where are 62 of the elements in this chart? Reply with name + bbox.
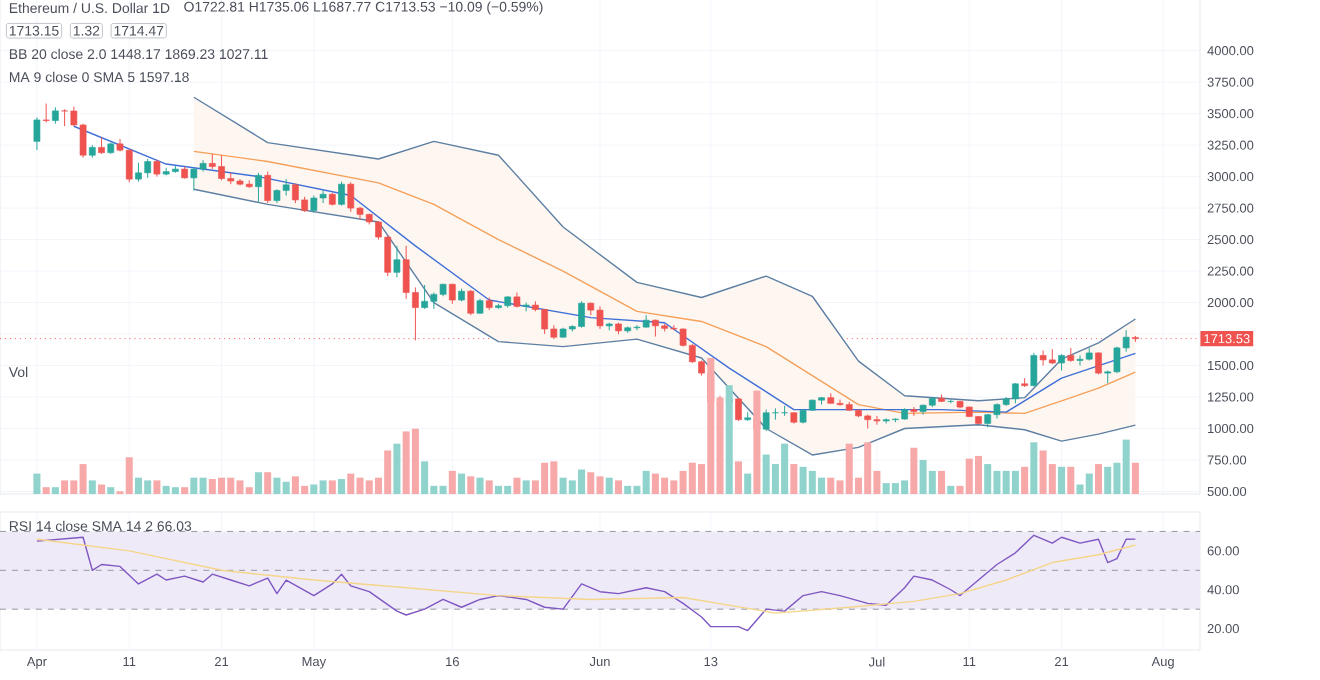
bar (974, 455, 982, 494)
candlestick (264, 171, 272, 204)
bar (753, 390, 761, 494)
candlestick (910, 406, 918, 417)
line-series (36, 534, 1137, 632)
candlestick (762, 409, 770, 432)
bar (513, 477, 521, 494)
bar (88, 480, 96, 494)
bar (181, 487, 189, 494)
bar (947, 485, 955, 494)
candlestick (467, 289, 475, 316)
bar (33, 473, 41, 494)
line-series (193, 150, 1137, 415)
bar (467, 476, 475, 494)
line-series (193, 96, 1137, 402)
bar (42, 487, 50, 494)
bar (1030, 442, 1038, 494)
candlestick (393, 245, 401, 278)
bar (614, 480, 622, 494)
bar (725, 385, 733, 494)
bar (1085, 473, 1093, 494)
bar (1011, 470, 1019, 494)
bar (448, 470, 456, 494)
bar (254, 472, 262, 494)
bar (98, 484, 106, 494)
bar (624, 485, 632, 494)
bar (1131, 462, 1139, 494)
line-series (36, 538, 1137, 614)
bar (522, 480, 530, 494)
bar (938, 470, 946, 494)
bar (264, 472, 272, 494)
bar (338, 479, 346, 494)
candlestick (33, 116, 41, 151)
bar (910, 447, 918, 494)
bar (328, 480, 336, 494)
bar (790, 464, 798, 494)
bar (485, 480, 493, 494)
bar (458, 473, 466, 494)
bar (476, 477, 484, 494)
bar (153, 480, 161, 494)
bar (393, 443, 401, 494)
bar (1021, 466, 1029, 494)
bar (1104, 466, 1112, 494)
bar (411, 428, 419, 494)
candlestick (1030, 352, 1038, 387)
line-series (193, 188, 1137, 456)
bar (107, 487, 115, 494)
bar (61, 480, 69, 494)
bar (421, 461, 429, 494)
candlestick (338, 181, 345, 207)
bar (734, 461, 742, 494)
bar (744, 473, 752, 494)
bar (984, 464, 992, 494)
bar (1067, 466, 1075, 494)
candlestick (255, 172, 262, 203)
candlestick (735, 397, 742, 422)
candlestick (42, 103, 50, 123)
bar (1058, 466, 1066, 494)
bar (1094, 464, 1102, 494)
bar (605, 477, 613, 494)
bar (51, 487, 59, 494)
bar (171, 487, 179, 494)
